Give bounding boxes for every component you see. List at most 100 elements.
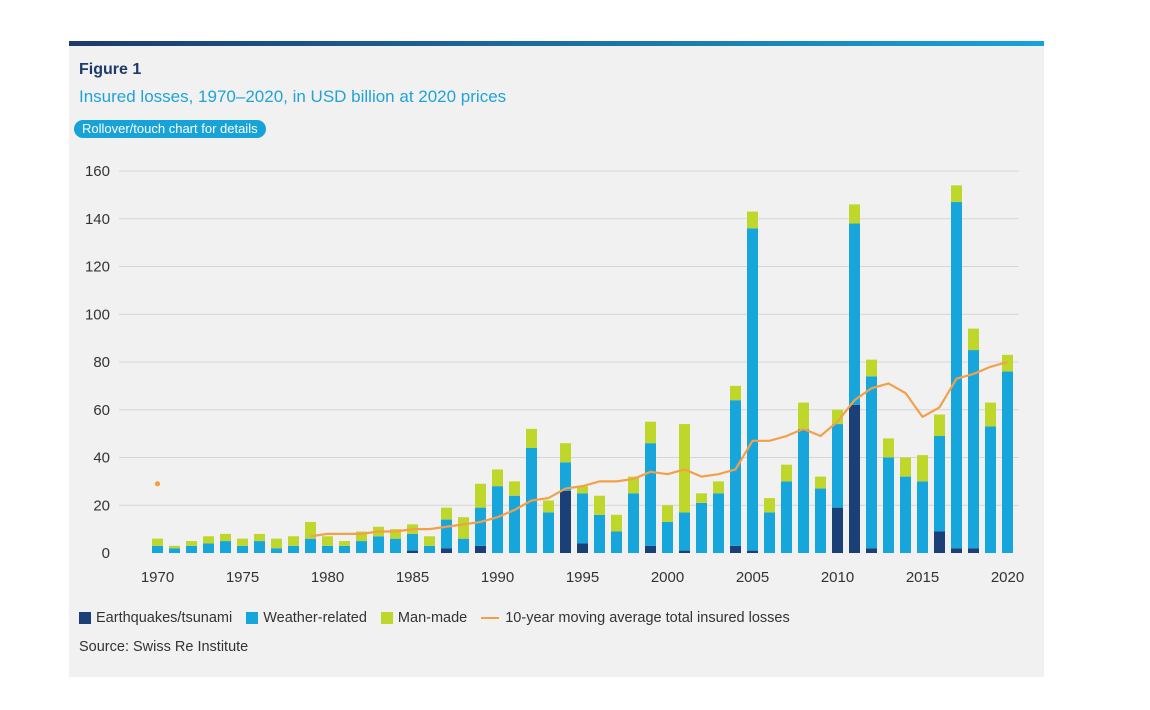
bar-manmade[interactable] [458, 517, 469, 539]
bar-weather[interactable] [458, 538, 469, 553]
bar-weather[interactable] [900, 476, 911, 553]
bar-manmade[interactable] [169, 545, 180, 549]
bar-weather[interactable] [866, 376, 877, 549]
bar-weather[interactable] [475, 507, 486, 546]
bar-manmade[interactable] [662, 505, 673, 522]
bar-weather[interactable] [934, 436, 945, 532]
bar-weather[interactable] [560, 462, 571, 491]
bar-earthquake[interactable] [645, 545, 656, 553]
bar-weather[interactable] [611, 531, 622, 553]
bar-manmade[interactable] [815, 476, 826, 489]
bar-manmade[interactable] [713, 481, 724, 494]
bar-weather[interactable] [696, 502, 707, 553]
bar-manmade[interactable] [883, 438, 894, 458]
bar-weather[interactable] [781, 481, 792, 553]
bar-manmade[interactable] [560, 443, 571, 463]
bar-earthquake[interactable] [934, 531, 945, 553]
bar-manmade[interactable] [203, 536, 214, 544]
bar-weather[interactable] [339, 545, 350, 553]
bar-earthquake[interactable] [951, 548, 962, 553]
bar-manmade[interactable] [322, 536, 333, 546]
bar-earthquake[interactable] [679, 550, 690, 553]
bar-manmade[interactable] [594, 495, 605, 515]
bar-manmade[interactable] [339, 541, 350, 546]
bar-manmade[interactable] [900, 457, 911, 477]
bar-weather[interactable] [152, 545, 163, 553]
bar-earthquake[interactable] [407, 550, 418, 553]
bar-weather[interactable] [645, 443, 656, 546]
bar-weather[interactable] [373, 536, 384, 553]
bar-manmade[interactable] [288, 536, 299, 546]
bar-weather[interactable] [730, 400, 741, 546]
bar-weather[interactable] [424, 545, 435, 553]
bar-weather[interactable] [441, 519, 452, 549]
bar-manmade[interactable] [832, 409, 843, 425]
bar-manmade[interactable] [254, 533, 265, 542]
bar-manmade[interactable] [951, 185, 962, 203]
bar-manmade[interactable] [611, 514, 622, 532]
bar-manmade[interactable] [730, 385, 741, 401]
bar-manmade[interactable] [798, 402, 809, 429]
bar-manmade[interactable] [849, 204, 860, 224]
bar-weather[interactable] [271, 548, 282, 553]
bar-weather[interactable] [356, 541, 367, 553]
bar-weather[interactable] [254, 541, 265, 553]
bar-manmade[interactable] [356, 531, 367, 542]
bar-weather[interactable] [322, 545, 333, 553]
bar-earthquake[interactable] [441, 548, 452, 553]
bar-manmade[interactable] [509, 481, 520, 496]
bar-weather[interactable] [492, 486, 503, 553]
bar-manmade[interactable] [220, 533, 231, 542]
bar-earthquake[interactable] [832, 507, 843, 553]
bar-manmade[interactable] [543, 500, 554, 513]
bar-weather[interactable] [815, 488, 826, 553]
bar-weather[interactable] [543, 512, 554, 553]
bar-weather[interactable] [832, 424, 843, 508]
bar-weather[interactable] [169, 548, 180, 553]
bar-weather[interactable] [628, 493, 639, 553]
bar-weather[interactable] [883, 457, 894, 554]
chart-area[interactable]: 0 20 40 60 80 100 120 140 160 1970 1975 1980 1985 199… [69, 151, 1044, 591]
bar-weather[interactable] [917, 481, 928, 553]
bar-weather[interactable] [594, 514, 605, 553]
bar-weather[interactable] [713, 493, 724, 553]
bar-earthquake[interactable] [730, 545, 741, 553]
bar-manmade[interactable] [679, 424, 690, 513]
bar-manmade[interactable] [492, 469, 503, 487]
bar-manmade[interactable] [424, 536, 435, 546]
bar-manmade[interactable] [1002, 354, 1013, 372]
bar-manmade[interactable] [764, 498, 775, 513]
bar-manmade[interactable] [781, 464, 792, 482]
bar-earthquake[interactable] [747, 550, 758, 553]
bar-manmade[interactable] [271, 538, 282, 549]
bar-earthquake[interactable] [849, 404, 860, 553]
bar-manmade[interactable] [305, 521, 316, 539]
bar-weather[interactable] [798, 428, 809, 553]
bar-manmade[interactable] [577, 486, 588, 494]
bar-weather[interactable] [985, 426, 996, 553]
bar-weather[interactable] [203, 543, 214, 553]
bar-earthquake[interactable] [560, 490, 571, 553]
bar-weather[interactable] [1002, 371, 1013, 553]
bar-weather[interactable] [186, 545, 197, 553]
bar-manmade[interactable] [968, 328, 979, 351]
bar-manmade[interactable] [628, 476, 639, 494]
bar-earthquake[interactable] [577, 543, 588, 553]
bar-weather[interactable] [951, 202, 962, 549]
bar-manmade[interactable] [934, 414, 945, 437]
bar-weather[interactable] [237, 545, 248, 553]
bar-weather[interactable] [968, 350, 979, 549]
bar-weather[interactable] [764, 512, 775, 553]
bar-weather[interactable] [679, 512, 690, 551]
bar-manmade[interactable] [186, 541, 197, 546]
bar-weather[interactable] [390, 538, 401, 553]
bar-weather[interactable] [288, 545, 299, 553]
bar-manmade[interactable] [985, 402, 996, 427]
bar-manmade[interactable] [747, 211, 758, 229]
bar-manmade[interactable] [526, 428, 537, 448]
bar-manmade[interactable] [866, 359, 877, 377]
bar-weather[interactable] [747, 228, 758, 551]
bar-weather[interactable] [509, 495, 520, 553]
bar-weather[interactable] [220, 541, 231, 553]
bar-manmade[interactable] [475, 483, 486, 508]
